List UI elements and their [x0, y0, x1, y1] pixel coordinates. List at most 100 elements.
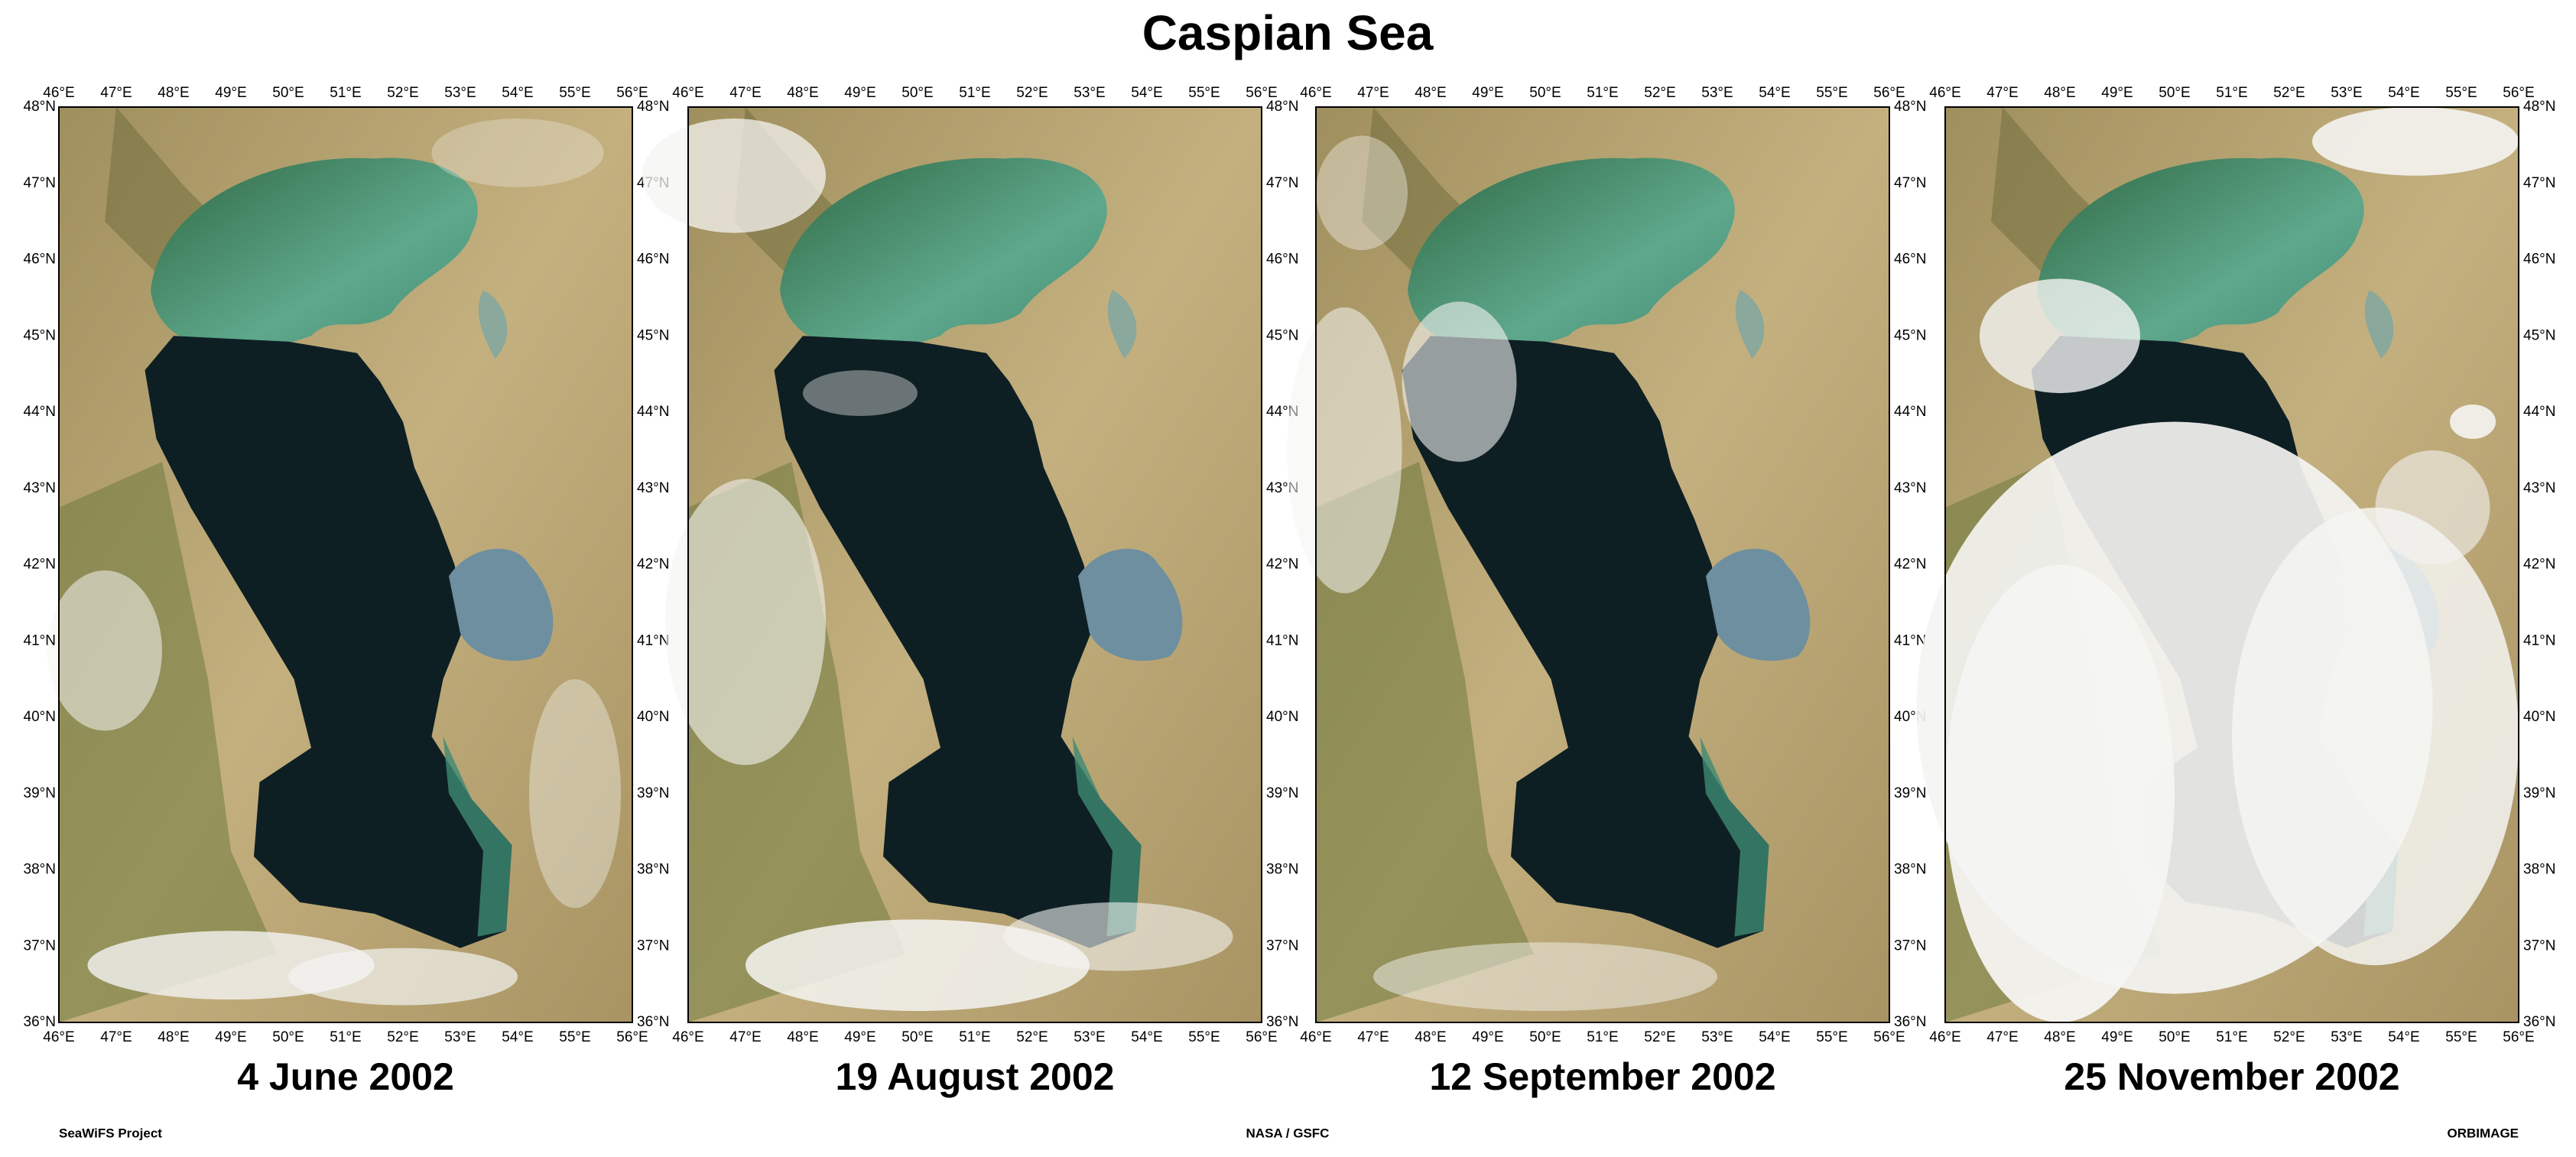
longitude-label: 46°E: [1300, 85, 1331, 101]
latitude-label: 45°N: [1894, 327, 1926, 343]
longitude-label: 48°E: [2044, 85, 2075, 101]
longitude-label: 49°E: [2101, 85, 2133, 101]
longitude-label: 52°E: [1644, 85, 1675, 101]
longitude-label: 56°E: [2503, 1029, 2534, 1045]
longitude-label: 55°E: [1188, 1029, 1220, 1045]
latitude-label: 41°N: [1894, 632, 1926, 648]
cloud: [1980, 278, 2140, 394]
longitude-label: 56°E: [2503, 85, 2534, 101]
latitude-label: 39°N: [1266, 785, 1298, 801]
latitude-label: 45°N: [1266, 327, 1298, 343]
longitude-label: 56°E: [1873, 1029, 1905, 1045]
latitude-label: 38°N: [637, 862, 669, 878]
cloud: [642, 118, 826, 233]
latitude-label: 44°N: [24, 404, 56, 420]
longitude-label: 55°E: [559, 85, 590, 101]
latitude-label: 44°N: [1894, 404, 1926, 420]
latitude-label: 38°N: [2523, 862, 2555, 878]
longitude-label: 48°E: [1415, 85, 1446, 101]
longitude-label: 56°E: [1246, 85, 1277, 101]
latitude-label: 46°N: [637, 252, 669, 268]
longitude-label: 47°E: [1357, 1029, 1389, 1045]
longitude-label: 47°E: [100, 85, 132, 101]
longitude-label: 50°E: [901, 85, 933, 101]
longitude-label: 55°E: [559, 1029, 590, 1045]
longitude-label: 46°E: [672, 85, 703, 101]
cloud: [1402, 301, 1517, 462]
latitude-label: 40°N: [637, 709, 669, 725]
longitude-label: 46°E: [672, 1029, 703, 1045]
latitude-label: 46°N: [24, 252, 56, 268]
satellite-panel: 46°E 46°E 47°E 47°E 48°E 48°E 49°E 49°E 50°E 50°E…: [1287, 85, 1926, 1098]
latitude-label: 46°N: [1894, 252, 1926, 268]
longitude-label: 48°E: [158, 85, 189, 101]
cloud: [2232, 507, 2519, 966]
longitude-label: 54°E: [1131, 85, 1162, 101]
longitude-label: 53°E: [1701, 1029, 1733, 1045]
longitude-label: 52°E: [2273, 1029, 2305, 1045]
latitude-label: 39°N: [1894, 785, 1926, 801]
longitude-label: 48°E: [1415, 1029, 1446, 1045]
latitude-label: 36°N: [637, 1014, 669, 1030]
longitude-label: 54°E: [1759, 1029, 1790, 1045]
satellite-image: [59, 107, 632, 1022]
longitude-label: 55°E: [2445, 1029, 2477, 1045]
longitude-label: 53°E: [1701, 85, 1733, 101]
latitude-label: 42°N: [2523, 557, 2555, 573]
longitude-label: 49°E: [215, 85, 246, 101]
longitude-label: 48°E: [787, 1029, 818, 1045]
longitude-label: 47°E: [729, 1029, 761, 1045]
longitude-label: 51°E: [1587, 85, 1618, 101]
latitude-label: 43°N: [1894, 480, 1926, 496]
longitude-label: 49°E: [844, 85, 875, 101]
latitude-label: 40°N: [2523, 709, 2555, 725]
latitude-label: 41°N: [24, 632, 56, 648]
longitude-label: 52°E: [1016, 1029, 1048, 1045]
latitude-label: 36°N: [1266, 1014, 1298, 1030]
satellite-image: [1316, 107, 1889, 1022]
longitude-label: 46°E: [1300, 1029, 1331, 1045]
latitude-label: 48°N: [1894, 99, 1926, 115]
latitude-label: 38°N: [24, 862, 56, 878]
longitude-label: 52°E: [1016, 85, 1048, 101]
longitude-label: 53°E: [444, 85, 476, 101]
longitude-label: 50°E: [272, 85, 304, 101]
cloud: [1945, 564, 2175, 1022]
latitude-label: 38°N: [1266, 862, 1298, 878]
longitude-label: 54°E: [2388, 1029, 2419, 1045]
longitude-label: 47°E: [1986, 85, 2018, 101]
longitude-label: 47°E: [100, 1029, 132, 1045]
longitude-label: 46°E: [43, 1029, 74, 1045]
cloud: [1287, 307, 1402, 593]
latitude-label: 37°N: [637, 938, 669, 954]
cloud: [2312, 107, 2519, 176]
latitude-label: 37°N: [1266, 938, 1298, 954]
longitude-label: 54°E: [2388, 85, 2419, 101]
cloud: [1316, 135, 1408, 251]
latitude-label: 37°N: [24, 938, 56, 954]
longitude-label: 52°E: [387, 1029, 418, 1045]
latitude-label: 41°N: [637, 632, 669, 648]
latitude-label: 37°N: [1894, 938, 1926, 954]
latitude-label: 39°N: [2523, 785, 2555, 801]
cloud: [803, 370, 918, 416]
longitude-label: 54°E: [502, 85, 533, 101]
satellite-panel: 46°E 46°E 47°E 47°E 48°E 48°E 49°E 49°E 50°E 50°E…: [642, 85, 1298, 1098]
panel-date: 25 November 2002: [2064, 1055, 2399, 1098]
cloud: [288, 947, 518, 1006]
longitude-label: 52°E: [2273, 85, 2305, 101]
latitude-label: 43°N: [24, 480, 56, 496]
latitude-label: 36°N: [1894, 1014, 1926, 1030]
longitude-label: 50°E: [2159, 85, 2190, 101]
longitude-label: 52°E: [387, 85, 418, 101]
longitude-label: 47°E: [1986, 1029, 2018, 1045]
latitude-label: 36°N: [24, 1014, 56, 1030]
satellite-panel: 46°E 46°E 47°E 47°E 48°E 48°E 49°E 49°E 50°E 50°E…: [1916, 85, 2555, 1098]
latitude-label: 41°N: [2523, 632, 2555, 648]
latitude-label: 47°N: [2523, 175, 2555, 191]
footer-right: ORBIMAGE: [2448, 1126, 2519, 1140]
latitude-label: 42°N: [637, 557, 669, 573]
latitude-label: 48°N: [637, 99, 669, 115]
longitude-label: 46°E: [43, 85, 74, 101]
longitude-label: 48°E: [2044, 1029, 2075, 1045]
